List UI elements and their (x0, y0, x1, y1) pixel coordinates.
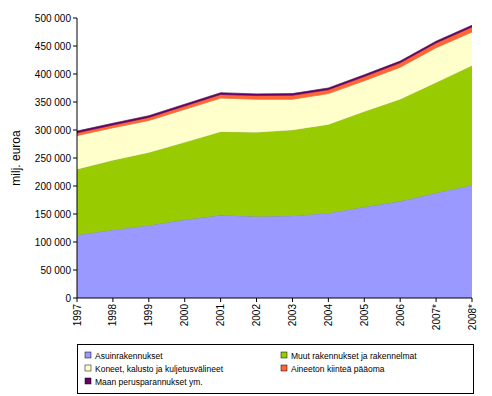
y-tick (73, 46, 77, 47)
x-tick-label: 2000 (179, 304, 190, 327)
chart: 0 50 000 100 000 150 000 200 000 250 000 300 0… (0, 0, 492, 396)
x-tick (256, 298, 257, 302)
x-tick (148, 298, 149, 302)
x-tick-label: 2004 (323, 304, 334, 327)
legend-swatch (85, 352, 91, 358)
legend-swatch (85, 378, 91, 384)
y-tick-label: 100 000 (35, 237, 72, 248)
y-tick-label: 300 000 (35, 125, 72, 136)
y-tick (73, 214, 77, 215)
legend-label: Koneet, kalusto ja kuljetusvälineet (95, 364, 224, 374)
x-tick-label: 2008* (467, 304, 478, 330)
x-tick (436, 298, 437, 302)
x-tick-label: 1997 (72, 304, 83, 327)
x-tick (220, 298, 221, 302)
area-edge (77, 27, 472, 133)
x-tick-label: 2006 (395, 304, 406, 327)
legend-swatch (281, 365, 287, 371)
x-tick (184, 298, 185, 302)
y-tick-label: 150 000 (35, 209, 72, 220)
areas (77, 25, 472, 298)
x-tick-label: 1998 (107, 304, 118, 327)
y-tick-label: 350 000 (35, 97, 72, 108)
area-edge (77, 25, 472, 131)
x-tick-label: 1999 (143, 304, 154, 327)
x-tick-label: 2003 (287, 304, 298, 327)
x-tick (77, 298, 78, 302)
y-tick (73, 130, 77, 131)
x-tick-label: 2001 (215, 304, 226, 327)
y-tick (73, 298, 77, 299)
x-tick (112, 298, 113, 302)
y-tick-label: 400 000 (35, 69, 72, 80)
x-tick (328, 298, 329, 302)
y-tick-label: 200 000 (35, 181, 72, 192)
area (77, 25, 472, 133)
legend-box (78, 345, 474, 394)
legend-label: Muut rakennukset ja rakennelmat (291, 351, 417, 361)
x-tick-label: 2005 (359, 304, 370, 327)
x-tick (364, 298, 365, 302)
x-tick-label: 2002 (251, 304, 262, 327)
x-tick (400, 298, 401, 302)
legend-swatch (281, 352, 287, 358)
y-tick (73, 270, 77, 271)
y-tick-label: 500 000 (35, 13, 72, 24)
y-tick (73, 242, 77, 243)
y-tick (73, 158, 77, 159)
area (77, 32, 472, 169)
y-tick (73, 102, 77, 103)
legend-label: Aineeton kiinteä pääoma (291, 364, 385, 374)
y-tick-label: 450 000 (35, 41, 72, 52)
x-tick-label: 2007* (431, 304, 442, 330)
legend-label: Asuinrakennukset (95, 351, 163, 361)
y-axis-label: milj. euroa (9, 130, 23, 186)
legend-swatch (85, 365, 91, 371)
x-tick (472, 298, 473, 302)
legend-label: Maan perusparannukset ym. (95, 377, 203, 387)
y-tick-label: 0 (65, 293, 71, 304)
x-tick (292, 298, 293, 302)
x-axis (77, 298, 472, 299)
y-tick (73, 186, 77, 187)
y-tick-label: 50 000 (40, 265, 71, 276)
y-tick (73, 74, 77, 75)
y-tick (73, 18, 77, 19)
y-tick-label: 250 000 (35, 153, 72, 164)
